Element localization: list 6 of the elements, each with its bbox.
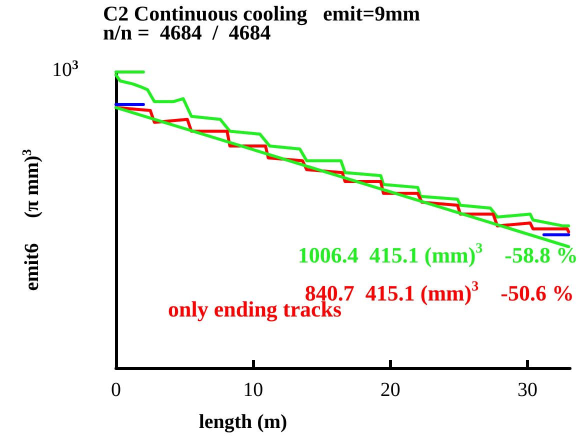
x-tick-label: 20	[380, 379, 400, 401]
x-tick-label: 30	[517, 379, 538, 401]
x-tick-label: 0	[111, 379, 121, 401]
y-axis-title: emit6 (π mm)3	[19, 148, 43, 291]
x-axis-title: length (m)	[198, 411, 288, 433]
x-tick-label: 10	[243, 379, 264, 401]
